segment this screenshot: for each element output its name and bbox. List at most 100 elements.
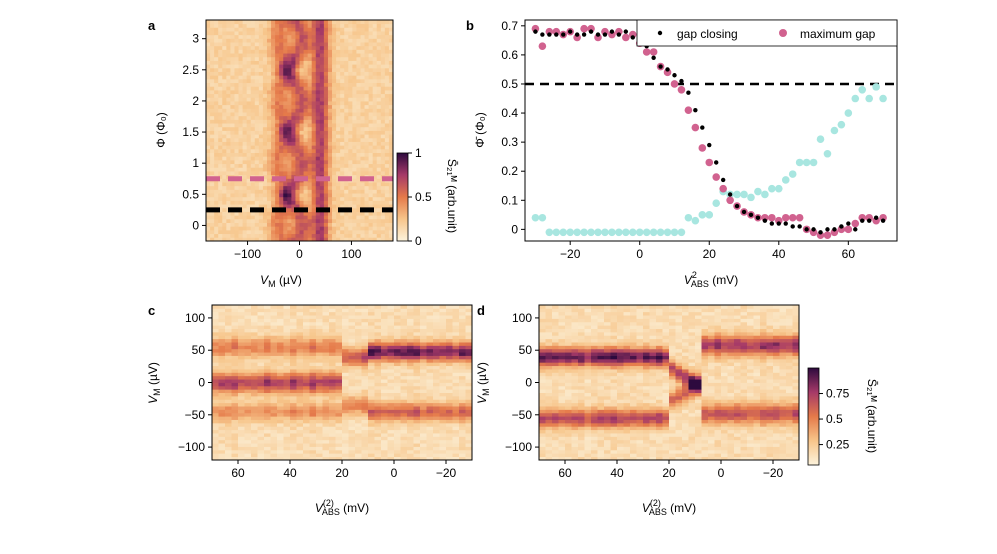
heatmap-cell bbox=[291, 119, 296, 124]
heatmap-cell bbox=[388, 163, 394, 168]
heatmap-cell bbox=[244, 433, 252, 437]
heatmap-cell bbox=[231, 385, 239, 390]
heatmap-cell bbox=[388, 196, 394, 201]
heatmap-cell bbox=[303, 141, 309, 146]
heatmap-cell bbox=[222, 226, 227, 231]
heatmap-cell bbox=[234, 86, 239, 91]
point-reference bbox=[622, 228, 630, 237]
heatmap-cell bbox=[222, 45, 227, 50]
heatmap-cell bbox=[344, 159, 349, 165]
heatmap-cell bbox=[238, 379, 245, 383]
heatmap-cell bbox=[327, 130, 333, 135]
heatmap-cell bbox=[355, 449, 362, 454]
heatmap-cell bbox=[342, 439, 349, 444]
heatmap-cell bbox=[384, 204, 390, 209]
heatmap-cell bbox=[381, 362, 388, 367]
heatmap-cell bbox=[290, 358, 297, 363]
heatmap-cell bbox=[376, 75, 382, 80]
heatmap-cell bbox=[368, 182, 374, 187]
heatmap-cell bbox=[296, 369, 304, 373]
heatmap-cell bbox=[226, 115, 231, 120]
heatmap-cell bbox=[212, 352, 219, 356]
heatmap-cell bbox=[446, 338, 453, 343]
heatmap-cell bbox=[238, 385, 245, 390]
heatmap-cell bbox=[283, 305, 291, 309]
heatmap-cell bbox=[226, 67, 231, 72]
heatmap-cell bbox=[374, 409, 382, 414]
heatmap-cell bbox=[340, 159, 345, 165]
heatmap-cell bbox=[545, 409, 553, 414]
heatmap-cell bbox=[356, 229, 361, 235]
heatmap-cell bbox=[413, 315, 421, 319]
heatmap-cell bbox=[545, 369, 553, 373]
heatmap-cell bbox=[348, 399, 356, 404]
heatmap-cell bbox=[413, 426, 421, 431]
heatmap-cell bbox=[322, 412, 330, 417]
heatmap-cell bbox=[372, 174, 378, 179]
point-reference bbox=[851, 94, 860, 103]
heatmap-cell bbox=[242, 56, 248, 61]
heatmap-cell bbox=[387, 369, 395, 373]
point-gap-closing bbox=[825, 227, 830, 232]
heatmap-cell bbox=[355, 308, 362, 313]
heatmap-cell bbox=[452, 379, 460, 383]
heatmap-cell bbox=[254, 34, 260, 39]
heatmap-cell bbox=[332, 156, 337, 161]
heatmap-cell bbox=[361, 382, 369, 387]
heatmap-cell bbox=[340, 78, 345, 84]
b-y-tick-label: 0 bbox=[511, 222, 518, 236]
heatmap-cell bbox=[372, 78, 378, 84]
heatmap-cell bbox=[384, 67, 390, 72]
heatmap-cell bbox=[413, 429, 421, 434]
point-reference bbox=[628, 228, 637, 237]
heatmap-cell bbox=[206, 204, 211, 209]
heatmap-cell bbox=[348, 335, 356, 340]
heatmap-cell bbox=[234, 141, 239, 146]
heatmap-cell bbox=[222, 182, 227, 187]
heatmap-cell bbox=[266, 89, 272, 95]
heatmap-cell bbox=[342, 453, 349, 458]
heatmap-cell bbox=[238, 365, 245, 370]
heatmap-cell bbox=[244, 439, 252, 444]
heatmap-cell bbox=[388, 237, 394, 242]
heatmap-cell bbox=[342, 325, 349, 329]
heatmap-cell bbox=[231, 446, 239, 451]
heatmap-cell bbox=[376, 20, 382, 25]
heatmap-cell bbox=[296, 453, 304, 458]
heatmap-cell bbox=[352, 185, 357, 190]
heatmap-cell bbox=[348, 436, 356, 441]
heatmap-cell bbox=[348, 229, 353, 235]
heatmap-cell bbox=[226, 222, 231, 227]
heatmap-cell bbox=[545, 345, 553, 350]
heatmap-cell bbox=[394, 315, 401, 319]
heatmap-cell bbox=[242, 75, 248, 80]
heatmap-cell bbox=[283, 145, 288, 150]
heatmap-cell bbox=[291, 137, 296, 142]
heatmap-cell bbox=[368, 233, 374, 238]
heatmap-cell bbox=[275, 130, 280, 135]
heatmap-cell bbox=[384, 82, 390, 87]
heatmap-cell bbox=[344, 134, 349, 139]
heatmap-cell bbox=[242, 119, 248, 124]
heatmap-cell bbox=[394, 392, 401, 397]
heatmap-cell bbox=[439, 345, 447, 350]
heatmap-cell bbox=[335, 389, 343, 394]
heatmap-cell bbox=[356, 119, 361, 124]
heatmap-cell bbox=[270, 419, 278, 424]
heatmap-cell bbox=[279, 101, 284, 106]
heatmap-cell bbox=[225, 369, 232, 373]
heatmap-cell bbox=[264, 409, 271, 414]
heatmap-cell bbox=[244, 335, 252, 340]
heatmap-cell bbox=[218, 141, 223, 146]
heatmap-cell bbox=[368, 123, 374, 128]
heatmap-cell bbox=[452, 402, 460, 407]
point-maximum-gap bbox=[712, 173, 721, 181]
heatmap-cell bbox=[368, 119, 374, 124]
heatmap-cell bbox=[311, 34, 317, 39]
heatmap-cell bbox=[283, 152, 288, 157]
heatmap-cell bbox=[381, 389, 388, 394]
heatmap-cell bbox=[279, 89, 284, 95]
heatmap-cell bbox=[413, 311, 421, 316]
heatmap-cell bbox=[342, 372, 349, 377]
heatmap-cell bbox=[262, 38, 268, 43]
